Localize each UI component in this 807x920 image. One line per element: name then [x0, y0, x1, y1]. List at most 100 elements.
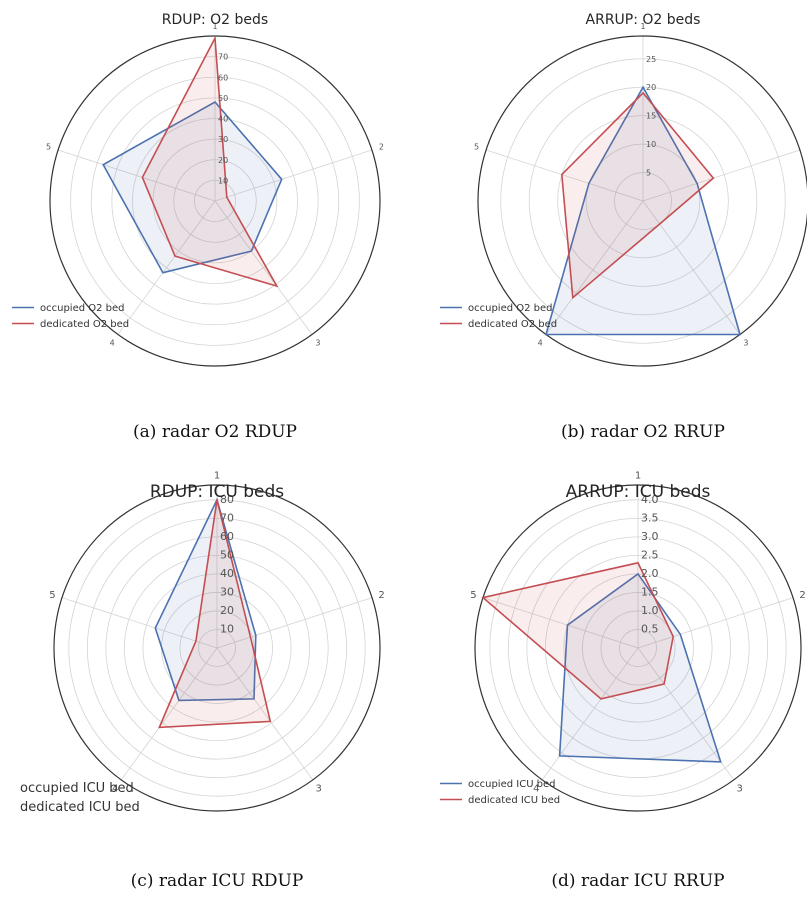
- radial-tick-label: 10: [218, 176, 228, 185]
- series-area-1: [154, 497, 257, 702]
- radial-tick-label: 1.5: [641, 585, 659, 598]
- series-area-2: [158, 499, 272, 729]
- axis-label: 3: [315, 338, 320, 347]
- radar-chart-4: 0.5 1.0 1.5 2.0 2.5 3.0 3.5 4.01 2 3 4 5 ARRUP: ICU …: [440, 471, 806, 891]
- radial-tick-label: 60: [220, 530, 234, 543]
- radial-tick-label: 4.0: [641, 493, 659, 506]
- radial-tick-label: 3.5: [641, 511, 659, 524]
- figure-caption: (c) radar ICU RDUP: [131, 871, 304, 891]
- legend: occupied O2 bed dedicated O2 bed: [440, 303, 557, 330]
- radial-tick-label: 10: [220, 622, 234, 635]
- axis-label: 2: [378, 590, 384, 601]
- radial-tick-label: 5: [646, 169, 651, 178]
- axis-spoke: [541, 647, 639, 781]
- axis-spoke: [545, 200, 644, 335]
- axis-label: 1: [635, 471, 641, 482]
- axis-spoke: [642, 149, 801, 202]
- radial-tick-label: 70: [220, 511, 234, 524]
- axis-label: 5: [49, 590, 55, 601]
- axis-spoke: [57, 149, 216, 202]
- axis-spoke: [637, 597, 794, 649]
- radial-tick-label: 50: [218, 94, 228, 103]
- figure-caption: (b) radar O2 RRUP: [561, 422, 725, 442]
- axis-spoke: [120, 647, 218, 781]
- legend-entry: occupied O2 bed: [40, 303, 125, 314]
- series-area-2: [481, 561, 675, 700]
- axis-label: 4: [112, 783, 118, 794]
- radial-tick-label: 70: [218, 53, 228, 62]
- axis-spoke: [214, 200, 313, 335]
- series-area-2: [560, 91, 715, 300]
- radar-chart-3: 10 20 30 40 50 60 70 801 2 3 4 5 RDUP: ICU beds occup…: [20, 471, 385, 892]
- axis-spoke: [642, 200, 741, 335]
- radial-tick-label: 60: [218, 73, 228, 82]
- legend-entry: dedicated ICU bed: [20, 800, 140, 815]
- legend: occupied ICU bed dedicated ICU bed: [20, 781, 140, 815]
- radial-tick-label: 3.0: [641, 530, 659, 543]
- radial-tick-label: 2.0: [641, 567, 659, 580]
- axis-label: 3: [736, 783, 742, 794]
- radial-tick-label: 10: [646, 140, 656, 149]
- figure-caption: (a) radar O2 RDUP: [133, 422, 297, 442]
- axis-label: 5: [46, 143, 51, 152]
- radial-tick-label: 0.5: [641, 622, 659, 635]
- series-area-1: [102, 100, 283, 274]
- axis-spoke: [117, 200, 216, 335]
- radial-tick-label: 50: [220, 548, 234, 561]
- axis-spoke: [61, 597, 218, 649]
- axis-label: 4: [110, 338, 115, 347]
- legend-entry: dedicated ICU bed: [468, 795, 560, 806]
- axis-label: 3: [315, 783, 321, 794]
- chart-title: ARRUP: ICU beds: [566, 482, 711, 502]
- radial-tick-label: 80: [220, 493, 234, 506]
- axis-spoke: [485, 149, 644, 202]
- legend-entry: dedicated O2 bed: [40, 319, 129, 330]
- radial-tick-label: 30: [218, 135, 228, 144]
- axis-spoke: [482, 597, 639, 649]
- chart-title: RDUP: ICU beds: [150, 482, 284, 502]
- chart-title: ARRUP: O2 beds: [586, 12, 701, 28]
- chart-title: RDUP: O2 beds: [162, 12, 268, 28]
- legend-entry: occupied O2 bed: [468, 303, 553, 314]
- series-area-1: [558, 572, 722, 763]
- axis-label: 4: [533, 783, 539, 794]
- radial-tick-label: 15: [646, 112, 656, 121]
- axis-label: 1: [212, 22, 217, 31]
- radial-tick-label: 20: [220, 604, 234, 617]
- outer-ring: [474, 484, 802, 812]
- axis-label: 1: [640, 22, 645, 31]
- radial-tick-label: 2.5: [641, 548, 659, 561]
- axis-label: 3: [743, 338, 748, 347]
- axis-spoke: [637, 647, 735, 781]
- series-area-1: [544, 85, 742, 336]
- radial-tick-label: 20: [218, 156, 228, 165]
- figure-caption: (d) radar ICU RRUP: [551, 871, 724, 891]
- legend-entry: dedicated O2 bed: [468, 319, 557, 330]
- axis-label: 2: [799, 590, 805, 601]
- radial-tick-label: 20: [646, 83, 656, 92]
- legend-entry: occupied ICU bed: [468, 779, 556, 790]
- axis-spoke: [216, 647, 314, 781]
- legend: occupied O2 bed dedicated O2 bed: [12, 303, 129, 330]
- legend: occupied ICU bed dedicated ICU bed: [440, 779, 560, 806]
- axis-spoke: [216, 597, 373, 649]
- axis-label: 2: [379, 143, 384, 152]
- axis-label: 5: [474, 143, 479, 152]
- legend-entry: occupied ICU bed: [20, 781, 134, 796]
- radial-tick-label: 40: [220, 567, 234, 580]
- axis-label: 1: [214, 471, 220, 482]
- outer-ring: [53, 484, 381, 812]
- radial-tick-label: 30: [220, 585, 234, 598]
- radial-tick-label: 40: [218, 115, 228, 124]
- axis-label: 5: [470, 590, 476, 601]
- radial-tick-label: 25: [646, 55, 656, 64]
- outer-ring: [49, 35, 381, 367]
- axis-label: 4: [538, 338, 543, 347]
- series-area-2: [141, 35, 279, 288]
- radial-tick-label: 1.0: [641, 604, 659, 617]
- radar-chart-1: 10 20 30 40 50 60 70 1 2 3 4 5 RDUP: O2 beds occupied…: [12, 12, 384, 442]
- axis-spoke: [214, 149, 373, 202]
- outer-ring: [477, 35, 807, 367]
